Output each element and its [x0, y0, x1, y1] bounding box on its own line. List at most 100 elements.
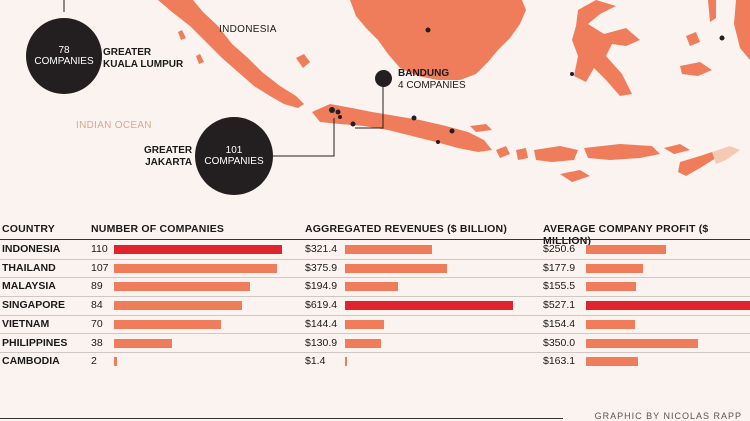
graphic-credit: GRAPHIC BY NICOLAS RAPP: [594, 411, 742, 421]
revenues-value: $375.9: [305, 261, 338, 274]
bandung-label: BANDUNG 4 COMPANIES: [398, 68, 466, 91]
flores-east: [664, 144, 690, 154]
revenues-bar: [345, 245, 433, 254]
companies-bar: [114, 282, 250, 292]
companies-bar: [114, 338, 173, 348]
java-island: [312, 104, 492, 152]
jakarta-count: 101: [225, 144, 243, 156]
country-cell: VIETNAM: [2, 317, 50, 330]
surabaya-dot: [449, 128, 455, 134]
profit-bar: [586, 263, 643, 273]
header-profit: AVERAGE COMPANY PROFIT ($ MILLION): [543, 223, 709, 247]
companies-bar: [114, 301, 243, 311]
jakarta-unit: COMPANIES: [204, 156, 264, 167]
indonesia-label: INDONESIA: [219, 24, 277, 35]
lesser-sunda-islands: [496, 144, 660, 162]
profit-value: $250.6: [543, 243, 576, 255]
row-divider: [0, 295, 750, 297]
kl-count: 78: [58, 44, 70, 56]
manado-dot: [719, 35, 725, 41]
sulawesi-island: [572, 0, 640, 96]
companies-value: 110: [91, 243, 108, 255]
indian-ocean-label: INDIAN OCEAN: [76, 120, 152, 131]
country-cell: PHILIPPINES: [2, 336, 68, 349]
revenues-value: $321.4: [305, 243, 338, 255]
bandung-dot: [350, 121, 356, 127]
companies-value: 38: [91, 336, 103, 349]
row-divider: [0, 352, 750, 353]
timor-island: [678, 152, 716, 176]
kl-name-line1: GREATER: [103, 47, 152, 58]
timor-leste: [712, 146, 740, 164]
bandung-name: BANDUNG: [398, 68, 450, 79]
kl-unit: COMPANIES: [34, 56, 94, 67]
jakarta-name-line2: JAKARTA: [145, 156, 193, 168]
bandung-sub: 4 COMPANIES: [398, 79, 466, 91]
header-revenues: AGGREGATED REVENUES ($ BILLION): [305, 223, 508, 235]
revenues-bar: [345, 319, 385, 329]
kl-name-line2: KUALA LUMPUR: [103, 58, 184, 70]
revenues-value: $194.9: [305, 280, 338, 293]
bogor-dot: [338, 115, 342, 119]
row-divider: [0, 314, 750, 316]
map: [63, 0, 750, 182]
profit-bar: [586, 357, 638, 367]
profit-value: $154.4: [543, 317, 576, 330]
bangka-island: [296, 54, 310, 68]
jakarta-dot-2: [335, 109, 341, 115]
jakarta-name-line1: GREATER: [144, 145, 193, 156]
companies-value: 70: [91, 317, 103, 330]
borneo-island: [350, 0, 526, 80]
profit-value: $350.0: [543, 336, 576, 349]
revenues-value: $619.4: [305, 299, 338, 312]
row-divider: [0, 277, 750, 279]
header-country: COUNTRY: [2, 223, 55, 235]
header-companies: NUMBER OF COMPANIES: [91, 223, 225, 235]
profit-bar: [586, 301, 750, 311]
revenues-value: $1.4: [305, 355, 326, 368]
semarang-dot: [411, 115, 417, 121]
row-divider: [0, 258, 750, 260]
profit-value: $177.9: [543, 261, 576, 274]
yogyakarta-dot: [436, 140, 440, 144]
country-cell: INDONESIA: [2, 243, 61, 255]
companies-value: 89: [91, 280, 103, 293]
header-rule: [0, 239, 750, 240]
revenues-value: $144.4: [305, 317, 338, 330]
companies-value: 84: [91, 299, 103, 312]
country-cell: THAILAND: [2, 261, 56, 274]
revenues-value: $130.9: [305, 336, 338, 349]
revenues-bar: [345, 263, 447, 273]
revenues-bar: [345, 301, 513, 311]
companies-bar: [114, 245, 282, 254]
madura-island: [470, 124, 492, 132]
bandung-leader-line: [355, 84, 384, 129]
country-cell: CAMBODIA: [2, 355, 60, 368]
mentawai-islands: [178, 30, 204, 64]
revenues-bar: [345, 338, 381, 348]
revenues-bar: [345, 282, 398, 292]
country-cell: MALAYSIA: [2, 280, 56, 293]
maluku-islands: [680, 0, 750, 76]
country-cell: SINGAPORE: [2, 299, 66, 312]
profit-bar: [586, 338, 698, 348]
row-divider: [0, 333, 750, 335]
profit-value: $163.1: [543, 355, 576, 368]
kuala-lumpur-label: GREATER KUALA LUMPUR: [103, 47, 183, 70]
bandung-bubble: [375, 70, 392, 87]
profit-bar: [586, 319, 636, 329]
profit-bar: [586, 282, 636, 292]
footer-rule: [0, 418, 563, 419]
profit-value: $155.5: [543, 280, 576, 293]
jakarta-dot-1: [329, 107, 335, 113]
sumba-island: [560, 170, 590, 182]
profit-value: $527.1: [543, 299, 576, 312]
revenues-bar: [345, 357, 347, 367]
jakarta-bubble: 101 COMPANIES: [195, 117, 273, 195]
pontianak-dot: [425, 27, 431, 33]
jakarta-leader-line: [270, 118, 335, 157]
profit-bar: [586, 245, 666, 254]
companies-bar: [114, 357, 118, 367]
jakarta-label: GREATER JAKARTA: [144, 145, 192, 168]
sumatra-island: [158, 0, 304, 108]
